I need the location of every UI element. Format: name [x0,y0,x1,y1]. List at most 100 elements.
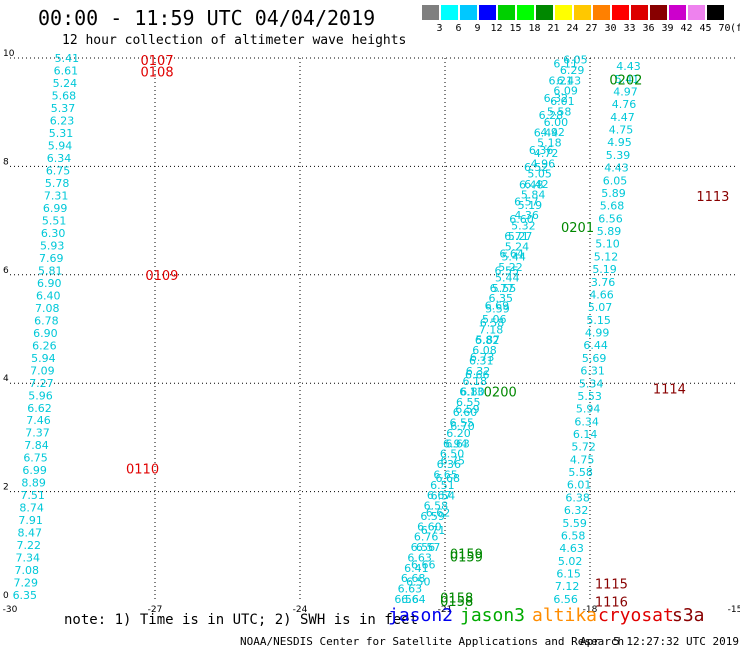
wave-height-value: 5.39 [606,149,631,162]
wave-height-value: 6.35 [13,589,38,602]
wave-height-value: 4.75 [570,453,595,466]
pass-time-label: 1114 [653,383,686,398]
pass-time-label: 1116 [595,596,628,611]
wave-height-value: 6.44 [534,127,559,140]
wave-height-value: 6.64 [401,593,426,606]
legend-level: 27 [585,23,598,34]
wave-height-value: 5.72 [571,441,596,454]
wave-height-value: 6.40 [36,289,61,302]
wave-height-value: 7.37 [25,427,50,440]
wave-height-value: 6.58 [480,317,505,330]
wave-height-value: 6.82 [475,334,500,347]
wave-height-value: 6.75 [440,455,465,468]
wave-height-value: 5.15 [586,314,611,327]
wave-height-value: 5.10 [595,238,620,251]
wave-height-value: 6.75 [23,452,48,465]
wave-height-value: 5.44 [501,251,526,264]
wave-height-value: 4.95 [607,136,632,149]
x-tick-label: -30 [3,605,18,615]
wave-height-value: 6.90 [37,277,62,290]
pass-time-label: 0158 [440,595,473,610]
wave-height-value: 4.66 [589,288,614,301]
legend-swatch [631,5,648,20]
legend-level: 30 [604,23,617,34]
wave-height-value: 6.23 [50,114,75,127]
wave-height-value: 6.05 [603,174,628,187]
legend-level: 39 [661,23,674,34]
wave-height-value: 6.21 [549,75,574,88]
wave-height-value: 6.55 [494,265,519,278]
wave-height-value: 6.32 [564,504,589,517]
legend-swatch [498,5,515,20]
wave-height-value: 4.63 [559,542,584,555]
wave-height-value: 5.81 [38,264,63,277]
wave-height-value: 6.20 [446,427,471,440]
generated-timestamp: Apr 5 12:27:32 UTC 2019 [580,635,739,648]
wave-height-value: 6.42 [524,178,549,191]
pass-time-label: 0110 [126,462,159,477]
wave-height-value: 6.60 [453,406,478,419]
wave-height-value: 4.43 [616,60,641,73]
pass-time-label: 1113 [696,190,729,205]
wave-height-value: 6.57 [514,196,539,209]
wave-height-value: 5.53 [577,390,602,403]
wave-height-value: 7.12 [555,580,580,593]
wave-height-value: 6.69 [485,299,510,312]
pass-time-label: 0108 [141,66,174,81]
wave-height-value: 6.67 [427,489,452,502]
y-tick-label: 10 [3,49,15,59]
wave-height-value: 5.93 [40,239,65,252]
wave-height-value: 6.57 [416,541,441,554]
satellite-name: s3a [672,605,705,626]
legend-swatch [479,5,496,20]
pass-time-label: 0159 [450,547,483,562]
wave-height-value: 5.06 [482,313,507,326]
wave-height-value: 6.80 [460,386,485,399]
wave-height-value: 4.43 [604,162,629,175]
wave-height-value: 6.60 [509,213,534,226]
map-subtitle: 12 hour collection of altimeter wave hei… [62,33,407,48]
wave-height-value: 7.08 [35,302,60,315]
pass-time-label: 0201 [561,221,594,236]
wave-height-value: 5.59 [562,517,587,530]
wave-height-value: 5.94 [31,352,56,365]
wave-height-value: 7.22 [16,539,41,552]
wave-height-value: 6.18 [463,375,488,388]
wave-height-value: 6.68 [401,572,426,585]
satellite-name: jason2 [388,605,454,626]
legend-level: 24 [566,23,579,34]
wave-height-value: 5.02 [558,555,583,568]
wave-height-value: 6.36 [529,144,554,157]
wave-height-value: 6.56 [598,212,623,225]
wave-height-value: 7.46 [26,414,51,427]
legend-swatch [555,5,572,20]
y-tick-label: 4 [3,374,9,384]
legend-swatch [574,5,591,20]
pass-time-label: 0159 [450,551,483,566]
wave-height-value: 7.18 [479,323,504,336]
y-tick-label: 2 [3,483,9,493]
wave-height-value: 5.94 [48,139,73,152]
wave-height-value: 6.44 [583,339,608,352]
legend-swatch [669,5,686,20]
wave-height-value: 6.30 [41,227,66,240]
legend-level: 6 [455,23,462,34]
pass-time-label: 0202 [609,74,642,89]
wave-height-value: 6.09 [553,85,578,98]
wave-height-value: 6.00 [544,116,569,129]
wave-height-value: 5.68 [52,89,77,102]
wave-height-value: 6.11 [553,57,578,70]
wave-height-value: 6.59 [455,403,480,416]
x-tick-label: -18 [583,605,598,615]
wave-height-value: 4.99 [585,327,610,340]
x-tick-label: -27 [148,605,163,615]
wave-height-value: 6.50 [406,576,431,589]
wave-height-value: 5.51 [42,214,67,227]
wave-height-value: 6.38 [565,491,590,504]
wave-height-value: 4.76 [612,98,637,111]
map-title: 00:00 - 11:59 UTC 04/04/2019 [38,6,376,30]
pass-time-label: 0109 [145,269,178,284]
wave-height-value: 5.07 [588,301,613,314]
wave-height-value: 6.48 [519,178,544,191]
pass-time-label: 0158 [440,591,473,606]
